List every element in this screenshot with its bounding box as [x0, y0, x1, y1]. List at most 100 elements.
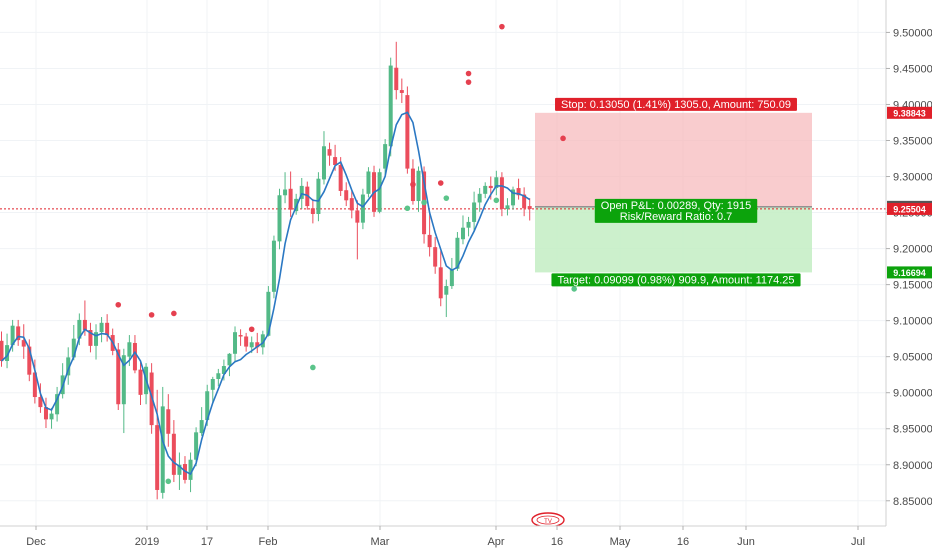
- pivot-low-marker: [571, 286, 577, 292]
- candle: [321, 131, 326, 185]
- candle: [494, 170, 499, 196]
- candle: [132, 335, 137, 374]
- candle: [221, 359, 226, 381]
- candle: [310, 198, 315, 224]
- candle: [55, 386, 60, 422]
- candle: [427, 213, 432, 257]
- pivot-high-marker: [437, 180, 444, 186]
- pivot-low-marker: [165, 478, 172, 485]
- candle: [516, 178, 521, 200]
- candle: [16, 319, 21, 346]
- y-tick-label: 9.45000: [893, 63, 932, 75]
- pnl-label[interactable]: Open P&L: 0.00289, Qty: 1915 Risk/Reward…: [594, 198, 758, 223]
- candle: [483, 182, 488, 199]
- y-tick-label: 9.05000: [893, 352, 932, 364]
- candle: [499, 172, 504, 217]
- moving-average-line: [0, 111, 531, 476]
- pivot-high-marker: [499, 23, 505, 30]
- y-tick-label: 9.30000: [893, 172, 932, 184]
- x-tick-label: 17: [201, 536, 213, 548]
- x-tick-label: 2019: [135, 536, 159, 548]
- price-tag: 9.16694: [887, 266, 932, 279]
- position-zones: [535, 112, 812, 273]
- candle: [327, 142, 332, 166]
- pivot-low-marker: [443, 195, 450, 201]
- candle: [88, 322, 93, 353]
- candle: [288, 171, 293, 217]
- price-tag: 9.25504: [887, 202, 932, 215]
- candle: [405, 86, 410, 174]
- candle: [49, 407, 54, 429]
- candle: [316, 172, 321, 222]
- candle: [383, 139, 388, 176]
- candle: [438, 250, 443, 307]
- pivot-high-marker: [248, 326, 255, 333]
- x-tick-label: Mar: [371, 536, 390, 548]
- candle: [277, 188, 282, 250]
- candle: [10, 319, 15, 352]
- candle: [43, 397, 48, 429]
- candle: [522, 187, 527, 217]
- tradingview-logo: TV: [531, 512, 565, 528]
- y-tick-label: 9.35000: [893, 136, 932, 148]
- pivot-low-marker: [310, 364, 316, 371]
- candle: [194, 427, 199, 467]
- candle: [444, 279, 449, 318]
- candle: [238, 329, 243, 346]
- candle: [171, 420, 176, 483]
- pnl-label-text: Open P&L: 0.00289, Qty: 1915: [601, 200, 751, 212]
- candle: [5, 333, 10, 369]
- candle: [466, 216, 471, 237]
- time-tick-labels: Dec 2019 17 Feb Mar Apr 16 May 16 Jun Jul: [26, 526, 865, 548]
- candle: [155, 389, 160, 500]
- candle: [166, 394, 171, 447]
- x-tick-label: Feb: [259, 536, 278, 548]
- x-tick-label: May: [610, 536, 631, 548]
- price-tick-labels: 9.500009.450009.400009.350009.300009.250…: [886, 27, 932, 508]
- x-tick-label: Jun: [737, 536, 755, 548]
- candle: [460, 215, 465, 245]
- y-tick-label: 8.85000: [893, 496, 932, 508]
- candle: [105, 314, 110, 342]
- target-label[interactable]: Target: 0.09099 (0.98%) 909.9, Amount: 1…: [551, 273, 801, 287]
- candle: [38, 383, 43, 413]
- candle: [233, 326, 238, 363]
- candle: [177, 452, 182, 490]
- candle: [416, 166, 421, 212]
- x-tick-label: Apr: [487, 536, 504, 548]
- candle: [344, 182, 349, 207]
- pivot-high-marker: [465, 79, 472, 85]
- candle: [511, 186, 516, 210]
- time-axis[interactable]: [0, 525, 932, 550]
- price-tag: 9.38843: [887, 106, 932, 119]
- candle: [349, 190, 354, 219]
- stop-zone[interactable]: [535, 112, 812, 207]
- candle: [394, 41, 399, 100]
- candle: [121, 348, 126, 434]
- x-tick-label: 16: [551, 536, 563, 548]
- y-tick-label: 9.50000: [893, 27, 932, 39]
- y-tick-label: 9.10000: [893, 316, 932, 328]
- y-tick-label: 8.95000: [893, 424, 932, 436]
- candle: [505, 198, 510, 216]
- candle: [138, 360, 143, 405]
- pivot-low-marker: [404, 205, 411, 212]
- watermark-text: TV: [544, 519, 552, 525]
- candle: [527, 198, 532, 221]
- candle: [360, 188, 365, 230]
- stop-label[interactable]: Stop: 0.13050 (1.41%) 1305.0, Amount: 75…: [555, 97, 797, 111]
- pivot-low-marker: [493, 197, 500, 204]
- candle: [227, 353, 232, 377]
- candle: [472, 191, 477, 231]
- risk-reward-text: Risk/Reward Ratio: 0.7: [620, 211, 733, 223]
- candle: [32, 359, 37, 404]
- x-tick-label: Dec: [26, 536, 46, 548]
- candle: [388, 57, 393, 157]
- x-tick-label: 16: [677, 536, 689, 548]
- candle: [366, 167, 371, 198]
- candle: [271, 235, 276, 299]
- candle: [244, 332, 249, 352]
